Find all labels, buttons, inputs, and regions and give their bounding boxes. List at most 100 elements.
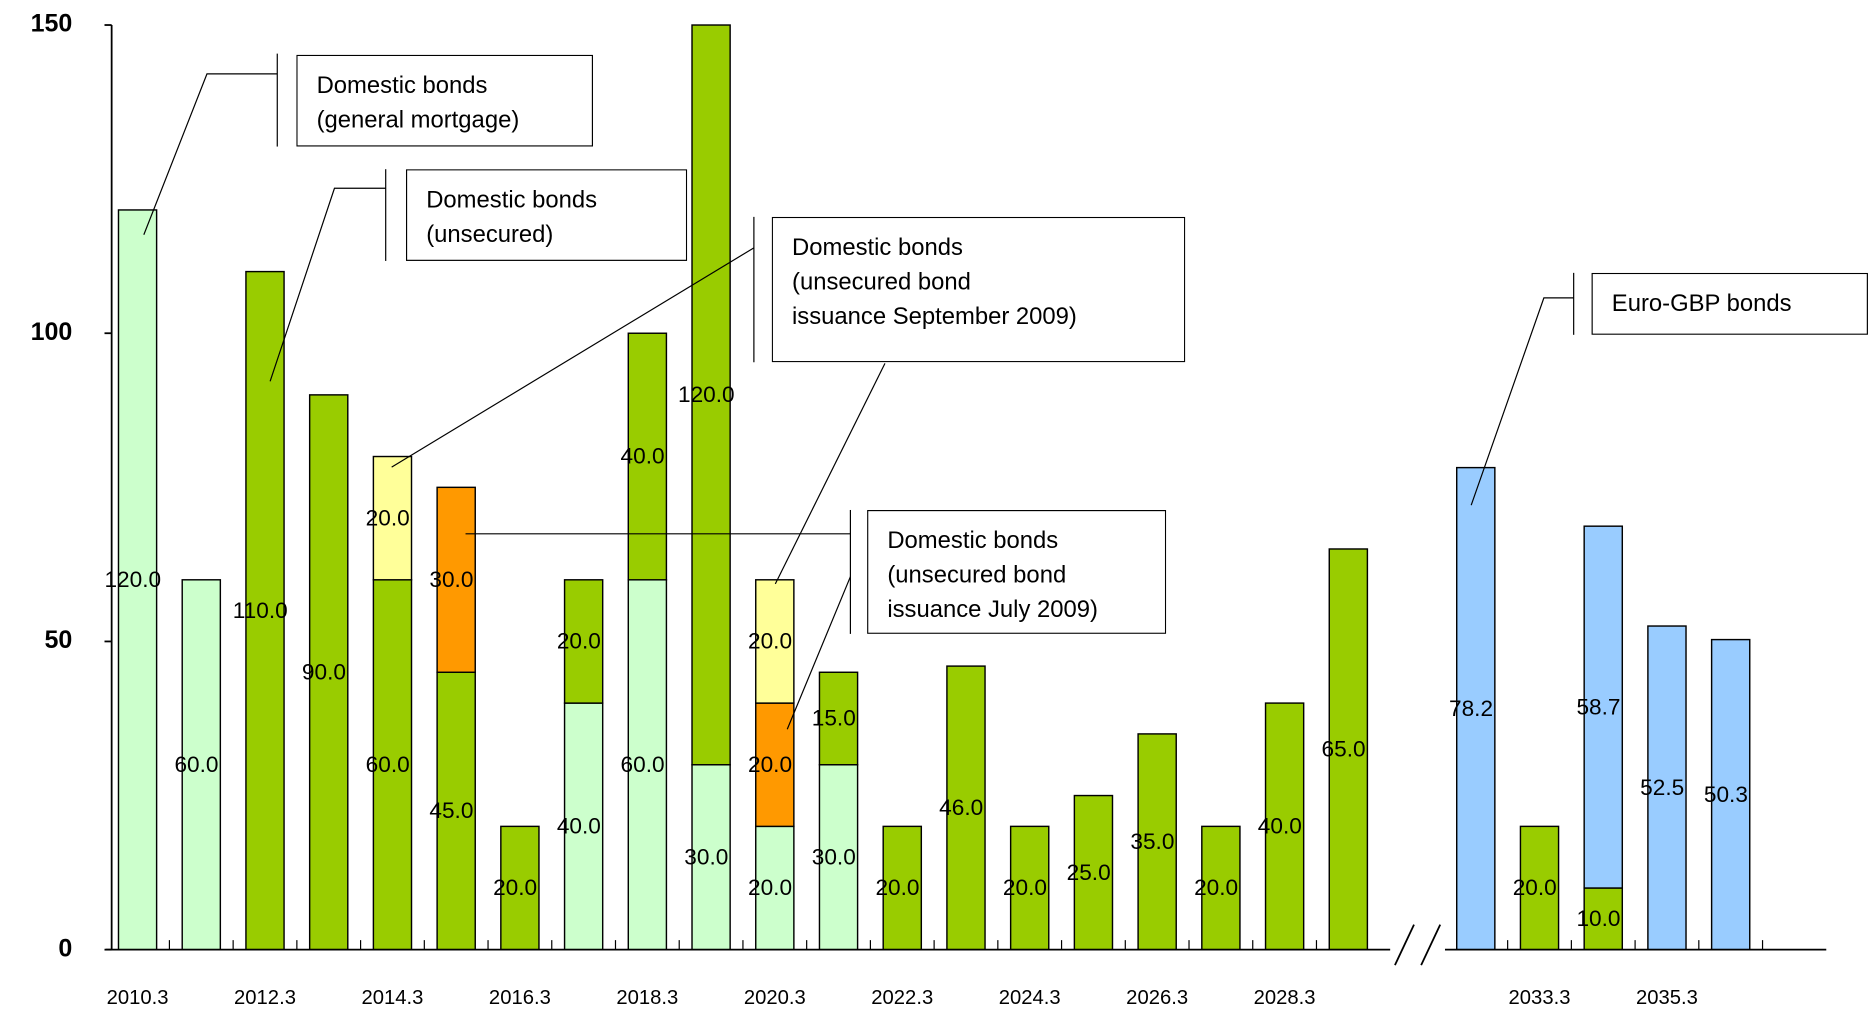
bar-segment — [1647, 625, 1687, 951]
data-label: 60.0 — [174, 752, 218, 777]
leader-line — [786, 576, 851, 730]
bar-segment — [1583, 525, 1624, 889]
bar-segment — [372, 455, 413, 581]
data-label: 20.0 — [748, 752, 792, 777]
data-label: 20.0 — [748, 875, 792, 900]
data-label: 65.0 — [1322, 736, 1366, 761]
x-tick-label: 2010.3 — [107, 987, 169, 1009]
x-tick-label: 2033.3 — [1509, 987, 1571, 1009]
bar-segment — [1264, 702, 1305, 951]
data-label: 45.0 — [429, 798, 473, 823]
x-tick-label: 2026.3 — [1126, 987, 1188, 1009]
y-tick-label: 100 — [31, 318, 73, 346]
data-label: 20.0 — [1513, 875, 1557, 900]
bar-segment — [1009, 825, 1050, 951]
legend-label: Domestic bonds (unsecured bond issuance … — [867, 509, 1167, 634]
callout: Euro-GBP bonds — [1591, 272, 1868, 335]
data-label: 52.5 — [1640, 775, 1684, 800]
bar-segment — [946, 665, 986, 951]
bar-segment — [755, 702, 795, 828]
x-tick-label: 2022.3 — [871, 987, 933, 1009]
bar-segment — [436, 486, 476, 673]
data-label: 20.0 — [875, 875, 919, 900]
data-label: 30.0 — [812, 844, 856, 869]
leader-line — [774, 363, 886, 585]
bar-segment — [691, 24, 731, 766]
bar-segment — [1137, 733, 1177, 951]
axis-break — [1420, 924, 1442, 966]
data-label: 40.0 — [557, 814, 601, 839]
data-label: 20.0 — [1003, 875, 1047, 900]
bar-segment — [627, 579, 668, 951]
legend-label: Domestic bonds (unsecured bond issuance … — [771, 216, 1186, 363]
bar-segment — [755, 579, 795, 704]
data-label: 120.0 — [104, 567, 161, 592]
bar-segment — [117, 209, 158, 951]
bar-segment — [563, 579, 604, 704]
data-label: 20.0 — [1194, 875, 1238, 900]
data-label: 20.0 — [748, 629, 792, 654]
x-tick-label: 2016.3 — [489, 987, 551, 1009]
x-tick-label: 2012.3 — [234, 987, 296, 1009]
data-label: 40.0 — [621, 444, 665, 469]
bar-segment — [372, 579, 413, 951]
bar-segment — [1201, 825, 1241, 951]
data-label: 60.0 — [366, 752, 410, 777]
bar-segment — [1073, 794, 1114, 951]
x-tick-label: 2018.3 — [616, 987, 678, 1009]
bar-segment — [755, 825, 795, 951]
x-tick-label: 2020.3 — [744, 987, 806, 1009]
legend-label: Domestic bonds (general mortgage) — [296, 54, 594, 147]
bar-segment — [882, 825, 923, 951]
data-label: 15.0 — [812, 706, 856, 731]
data-label: 110.0 — [233, 598, 288, 623]
leader-line — [269, 187, 386, 382]
bar-segment — [1328, 548, 1369, 951]
callout: Domestic bonds (general mortgage) — [296, 54, 594, 147]
data-label: 25.0 — [1067, 860, 1111, 885]
x-tick-label: 2035.3 — [1636, 987, 1698, 1009]
data-label: 46.0 — [939, 795, 983, 820]
bar-segment — [627, 332, 668, 581]
legend-label: Domestic bonds (unsecured) — [405, 169, 688, 261]
data-label: 40.0 — [1258, 814, 1302, 839]
data-label: 20.0 — [366, 505, 410, 530]
data-label: 58.7 — [1576, 694, 1620, 719]
x-tick-label: 2028.3 — [1254, 987, 1316, 1009]
axis-break-gap — [1390, 941, 1445, 958]
data-label: 30.0 — [429, 567, 473, 592]
y-tick-label: 50 — [44, 626, 72, 654]
callout: Domestic bonds (unsecured bond issuance … — [867, 509, 1167, 634]
callout: Domestic bonds (unsecured) — [405, 169, 688, 261]
data-label: 120.0 — [678, 382, 735, 407]
leader-line — [391, 247, 755, 468]
bar-segment — [245, 270, 285, 951]
data-label: 50.3 — [1704, 782, 1748, 807]
data-label: 20.0 — [557, 629, 601, 654]
bar-segment — [181, 579, 222, 951]
leader-line — [1470, 297, 1574, 506]
bar-segment — [1583, 887, 1624, 951]
data-label: 30.0 — [684, 844, 728, 869]
x-tick-label: 2024.3 — [999, 987, 1061, 1009]
bar-segment — [500, 825, 540, 951]
legend-label: Euro-GBP bonds — [1591, 272, 1868, 335]
data-label: 78.2 — [1449, 696, 1493, 721]
bar-segment — [436, 671, 476, 951]
x-tick-label: 2014.3 — [361, 987, 423, 1009]
bar-segment — [818, 671, 859, 766]
axis-break — [1394, 924, 1415, 966]
data-label: 10.0 — [1576, 906, 1620, 931]
y-tick-label: 150 — [31, 10, 73, 38]
axes: 0 50 100 150 2010.3 2012.3 2014.3 2016.3 2018.3 2… — [31, 10, 1827, 1009]
data-label: 90.0 — [302, 659, 346, 684]
callout: Domestic bonds (unsecured bond issuance … — [771, 216, 1186, 363]
leader-line — [143, 73, 278, 235]
callouts: Domestic bonds (general mortgage) Domesti… — [143, 53, 1868, 730]
data-labels: 120.0 60.0 40.0 60.0 30.0 20.0 30.0 110.0 90.0 60… — [104, 382, 1747, 931]
data-label: 20.0 — [493, 875, 537, 900]
data-label: 35.0 — [1130, 829, 1174, 854]
data-label: 60.0 — [621, 752, 665, 777]
